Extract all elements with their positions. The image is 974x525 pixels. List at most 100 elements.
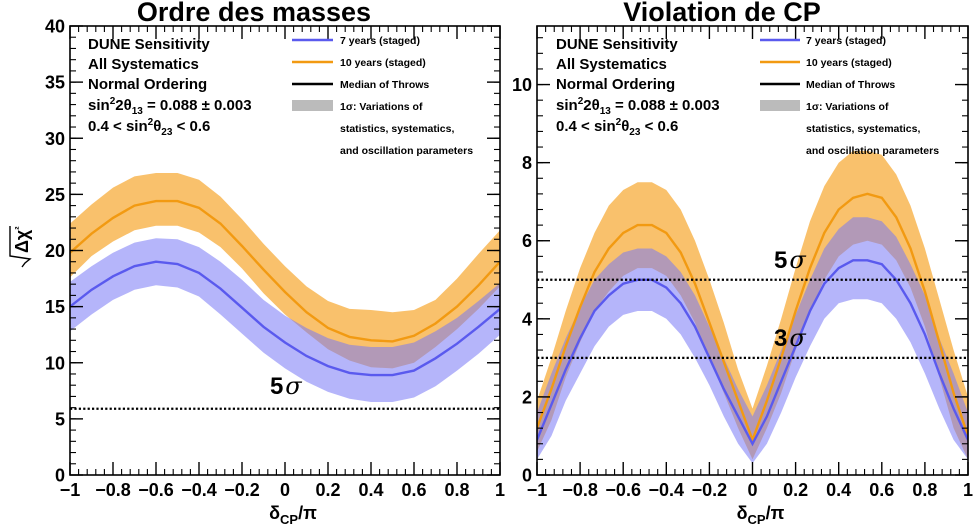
data-point-7-years bbox=[90, 288, 93, 291]
info-sup: 2 bbox=[616, 117, 622, 128]
data-point-10-years bbox=[456, 305, 458, 308]
x-tick-label: −1 bbox=[60, 480, 81, 500]
info-sup: 2 bbox=[148, 117, 154, 128]
sigma-label-symbol: σ bbox=[285, 372, 302, 400]
legend-label: and oscillation parameters bbox=[340, 145, 473, 157]
data-point-7-years bbox=[895, 278, 898, 281]
data-point-7-years bbox=[823, 282, 826, 285]
sigma-label-number: 5 bbox=[270, 373, 283, 400]
y-tick-label: 35 bbox=[45, 73, 65, 93]
data-point-7-years bbox=[780, 380, 783, 383]
x-axis-label: δCP/π bbox=[737, 503, 785, 525]
x-tick-label: 0.6 bbox=[401, 480, 426, 500]
data-point-10-years bbox=[370, 339, 372, 342]
info-post: < 0.6 bbox=[640, 118, 678, 135]
legend-label: 7 years (staged) bbox=[340, 35, 420, 47]
x-tick-label: −0.4 bbox=[181, 480, 217, 500]
data-point-10-years bbox=[880, 196, 883, 199]
plot-area bbox=[537, 150, 968, 464]
info-line: sin22θ13 = 0.088 ± 0.003 bbox=[88, 96, 252, 117]
data-point-7-years bbox=[564, 368, 567, 371]
data-point-10-years bbox=[348, 336, 351, 338]
sigma-label-symbol: σ bbox=[789, 246, 806, 274]
x-tick-label: 0.8 bbox=[912, 480, 937, 500]
data-point-10-years bbox=[794, 310, 797, 312]
data-point-7-years bbox=[636, 278, 639, 281]
y-axis-label-text: Δχ² bbox=[12, 226, 32, 253]
y-tick-label: 15 bbox=[45, 297, 65, 317]
data-point-7-years bbox=[809, 310, 811, 312]
y-tick-label: 4 bbox=[522, 309, 532, 329]
y-tick-label: 2 bbox=[522, 387, 532, 407]
legend-label: 1σ: Variations of bbox=[340, 101, 423, 113]
data-point-7-years bbox=[327, 365, 329, 368]
data-point-10-years bbox=[579, 306, 581, 309]
data-point-10-years bbox=[564, 345, 567, 348]
data-point-10-years bbox=[284, 291, 286, 293]
x-tick-label: −0.2 bbox=[692, 480, 728, 500]
x-tick-label: 0.8 bbox=[444, 480, 469, 500]
data-point-10-years bbox=[952, 392, 955, 394]
x-tick-label: −0.2 bbox=[224, 480, 260, 500]
y-tick-label: 10 bbox=[45, 353, 65, 373]
legend-label: 1σ: Variations of bbox=[806, 101, 889, 113]
x-tick-label: 0.4 bbox=[358, 480, 383, 500]
sigma-label: 5σ bbox=[270, 372, 302, 400]
legend-swatch-band bbox=[760, 100, 800, 111]
y-axis-label-radical bbox=[9, 226, 32, 268]
band-7-years bbox=[70, 238, 500, 402]
data-point-10-years bbox=[593, 271, 596, 273]
x-tick-label: 0.4 bbox=[826, 480, 851, 500]
data-point-7-years bbox=[679, 302, 682, 305]
info-line: sin22θ13 = 0.088 ± 0.003 bbox=[556, 96, 720, 117]
x-tick-label: 0 bbox=[280, 480, 290, 500]
info-line: All Systematics bbox=[88, 56, 199, 73]
data-point-10-years bbox=[305, 311, 308, 314]
data-point-7-years bbox=[219, 287, 222, 290]
data-point-10-years bbox=[477, 284, 480, 287]
data-point-10-years bbox=[90, 232, 93, 235]
data-point-7-years bbox=[737, 415, 739, 418]
legend-label: statistics, systematics, bbox=[806, 123, 920, 135]
x-tick-label: 0.2 bbox=[315, 480, 340, 500]
data-point-7-years bbox=[880, 263, 883, 266]
x-axis-label-sub: CP bbox=[280, 512, 298, 525]
x-axis-label-rest: /π bbox=[766, 503, 785, 523]
y-tick-label: 20 bbox=[45, 241, 65, 261]
data-point-10-years bbox=[665, 232, 668, 234]
info-mid: θ bbox=[153, 118, 161, 135]
y-tick-label: 30 bbox=[45, 129, 65, 149]
data-point-7-years bbox=[477, 325, 480, 328]
data-point-10-years bbox=[607, 247, 610, 250]
x-tick-label: −0.4 bbox=[649, 480, 685, 500]
data-point-7-years bbox=[607, 294, 610, 297]
data-point-10-years bbox=[924, 290, 926, 293]
info-mid: 2θ bbox=[583, 97, 599, 114]
info-sub: 13 bbox=[132, 106, 144, 117]
data-point-7-years bbox=[198, 272, 200, 274]
data-point-10-years bbox=[155, 200, 157, 203]
info-pre: sin bbox=[88, 97, 110, 114]
info-post: = 0.088 ± 0.003 bbox=[143, 97, 252, 114]
x-axis-label-delta: δ bbox=[737, 503, 748, 523]
data-point-10-years bbox=[679, 251, 682, 254]
chart-title: Violation de CP bbox=[623, 0, 821, 27]
data-point-10-years bbox=[327, 327, 329, 329]
x-tick-label: 1 bbox=[495, 480, 505, 500]
data-point-7-years bbox=[370, 374, 372, 376]
data-point-10-years bbox=[434, 322, 437, 325]
data-point-7-years bbox=[593, 310, 596, 312]
data-point-10-years bbox=[636, 224, 639, 227]
data-point-7-years bbox=[665, 286, 668, 289]
data-point-7-years bbox=[413, 369, 415, 372]
data-point-10-years bbox=[133, 204, 136, 207]
data-point-10-years bbox=[938, 341, 941, 344]
data-point-10-years bbox=[823, 232, 826, 234]
y-tick-label: 8 bbox=[522, 153, 532, 173]
sigma-label: 3σ bbox=[774, 324, 806, 352]
x-axis-label-sub: CP bbox=[748, 512, 766, 525]
y-tick-label: 6 bbox=[522, 231, 532, 251]
legend-swatch-band bbox=[292, 100, 333, 111]
